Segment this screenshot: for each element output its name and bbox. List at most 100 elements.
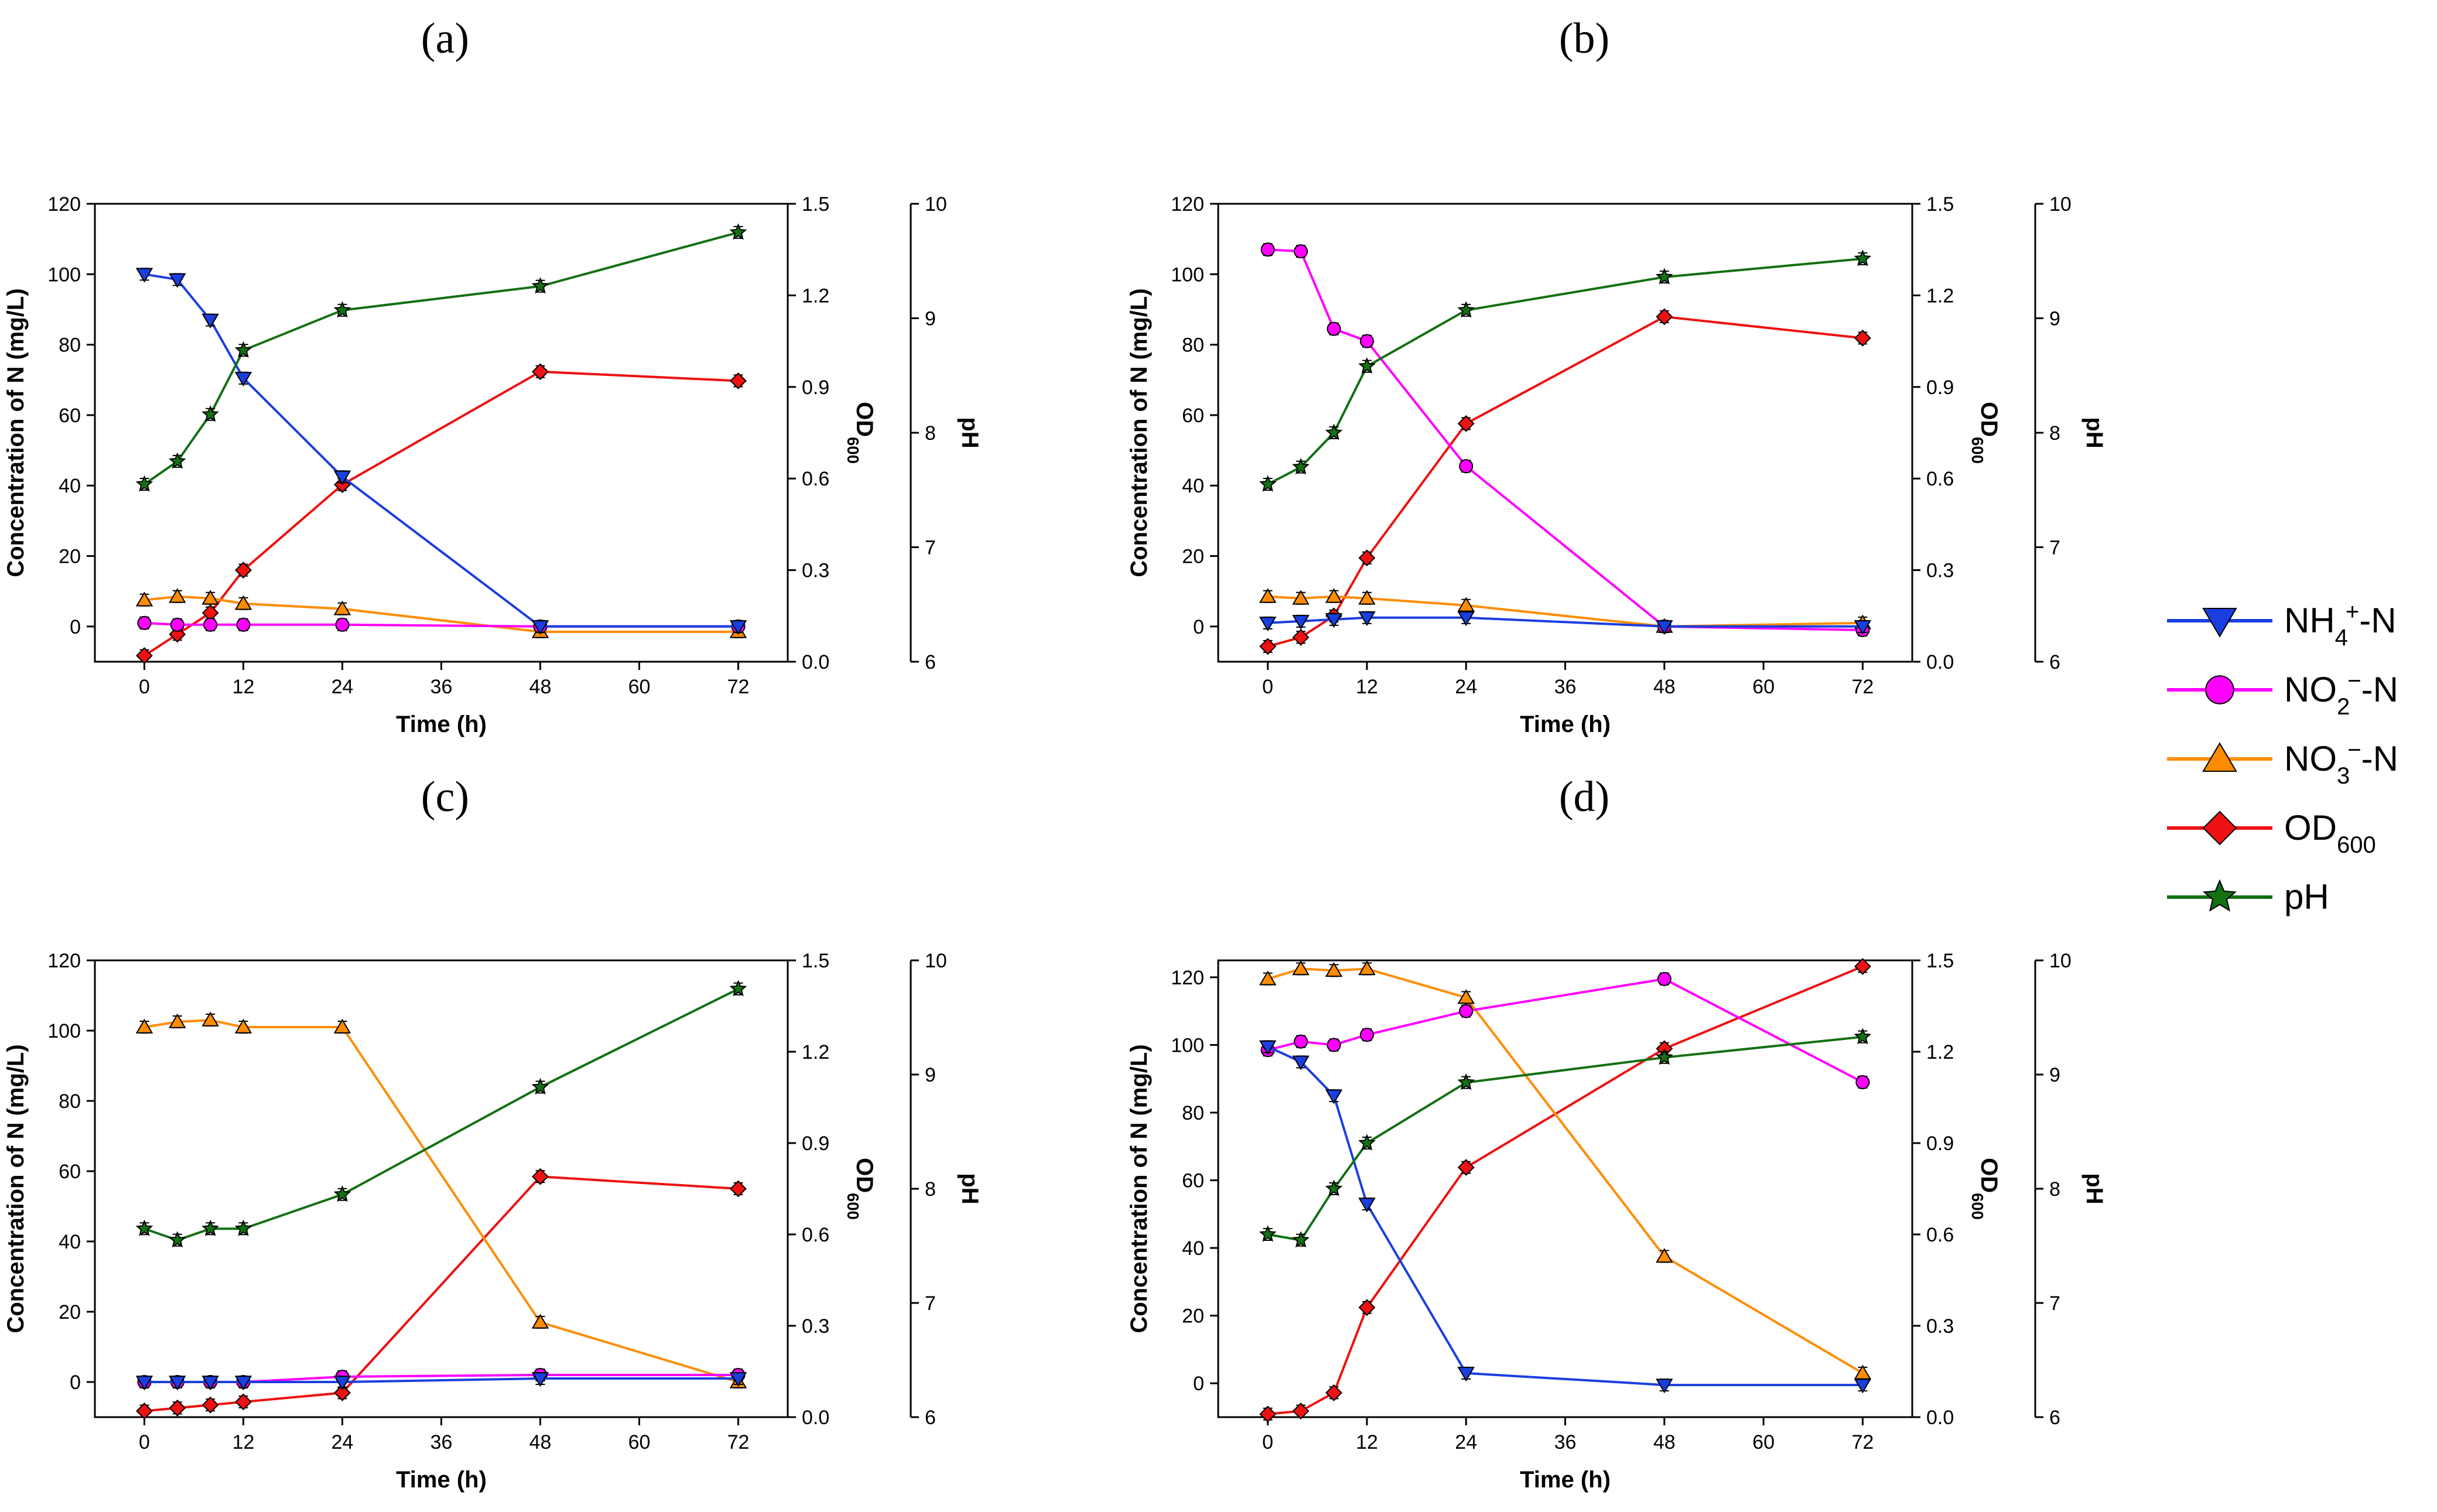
y-tick-label: 40: [1182, 475, 1204, 497]
x-tick-label: 72: [727, 1431, 750, 1453]
legend-item-no2: NO2−-N: [2167, 668, 2398, 720]
data-point-od: [1358, 549, 1376, 567]
data-point-no2: [203, 617, 218, 632]
ph-tick-label: 10: [925, 950, 947, 972]
data-point-od: [136, 647, 153, 664]
series-line-nh4: [144, 1377, 739, 1383]
legend-item-od: OD600: [2167, 808, 2376, 858]
od-tick-label: 0.9: [802, 377, 829, 399]
data-point-ph: [201, 1219, 219, 1236]
data-point-no2: [1327, 1038, 1341, 1052]
od-tick-label: 0.0: [1926, 1407, 1954, 1429]
series-line-no2: [1267, 977, 1864, 1083]
ph-tick-label: 7: [2049, 1292, 2060, 1315]
data-point-no3: [169, 1013, 186, 1028]
series-no2: [1260, 971, 1870, 1090]
data-point-ph: [1457, 301, 1475, 318]
data-point-od: [1259, 638, 1277, 655]
y-tick-label: 80: [59, 1090, 81, 1113]
od-tick-label: 0.6: [802, 1224, 829, 1246]
y-tick-label: 60: [59, 1161, 81, 1183]
data-point-od: [532, 1168, 549, 1185]
chart-panel-b: (b) 0 12 24 36 48 60 72 Time (h) 0 20 40 60 80 100 120 C…: [1126, 15, 2107, 737]
data-point-ph: [234, 1219, 252, 1236]
data-point-od: [532, 363, 549, 381]
ph-tick-label: 8: [925, 1178, 936, 1200]
od-axis-title: OD600: [845, 402, 878, 464]
series-nh4: [135, 1372, 747, 1391]
data-point-no3: [201, 590, 219, 605]
data-point-od: [1656, 308, 1673, 326]
data-point-no3: [1358, 590, 1376, 605]
data-point-nh4: [1854, 1378, 1872, 1394]
y-tick-label: 100: [1171, 1034, 1204, 1056]
x-tick-label: 72: [1851, 1431, 1874, 1453]
data-point-nh4: [234, 1376, 252, 1391]
series-od: [136, 363, 747, 664]
series-nh4: [1259, 1040, 1872, 1394]
y-tick-label: 120: [47, 193, 81, 215]
x-tick-label: 36: [1554, 676, 1577, 698]
x-axis-title: Time (h): [1520, 1467, 1611, 1493]
data-point-ph: [1292, 1231, 1310, 1248]
data-point-ph: [333, 301, 351, 318]
od-axis-title: OD600: [1969, 402, 2002, 464]
data-point-ph: [201, 405, 219, 422]
ph-tick-label: 9: [925, 308, 936, 330]
ph-tick-label: 8: [2049, 1178, 2060, 1200]
ph-tick-label: 6: [2049, 651, 2060, 673]
data-point-no3: [135, 591, 153, 607]
od-tick-label: 1.2: [802, 285, 829, 307]
od-tick-label: 1.2: [1926, 1041, 1954, 1063]
y-tick-label: 100: [47, 264, 81, 286]
data-point-ph: [1358, 357, 1376, 374]
od-tick-label: 0.3: [802, 1315, 829, 1337]
od-tick-label: 0.3: [1926, 560, 1954, 582]
series-nh4: [1259, 611, 1872, 635]
x-tick-label: 0: [139, 1431, 150, 1453]
data-point-nh4: [1358, 1198, 1376, 1213]
x-axis-title: Time (h): [396, 711, 487, 737]
x-tick-label: 60: [1752, 676, 1775, 698]
legend-item-ph: pH: [2167, 877, 2329, 916]
y-tick-label: 100: [47, 1020, 81, 1042]
series-line-ph: [143, 988, 739, 1241]
data-point-nh4: [729, 620, 747, 635]
x-tick-label: 12: [1356, 676, 1378, 698]
x-tick-label: 0: [1262, 1431, 1273, 1453]
data-point-no2: [1657, 971, 1672, 986]
x-tick-label: 48: [529, 676, 552, 698]
series-ph: [135, 223, 747, 492]
od-tick-label: 1.5: [1926, 950, 1954, 972]
data-point-no3: [135, 1018, 153, 1034]
y-tick-label: 20: [1182, 1305, 1204, 1328]
data-point-od: [235, 562, 252, 579]
data-point-ph: [1259, 475, 1277, 492]
data-point-nh4: [531, 1372, 549, 1387]
data-point-no2: [1294, 1034, 1308, 1049]
x-tick-label: 12: [233, 1431, 255, 1453]
od-tick-label: 0.0: [802, 1407, 829, 1429]
y-tick-label: 20: [59, 1301, 81, 1323]
y-tick-label: 120: [47, 950, 81, 972]
data-point-nh4: [169, 273, 186, 288]
data-point-ph: [1457, 1073, 1475, 1090]
data-point-od: [1292, 1402, 1310, 1420]
od-tick-label: 1.2: [802, 1041, 829, 1063]
data-point-no3: [531, 1313, 549, 1329]
data-point-no3: [1325, 588, 1343, 603]
data-point-ph: [1259, 1225, 1277, 1242]
ph-axis-title: pH: [957, 417, 983, 448]
data-point-od: [1854, 957, 1871, 975]
data-point-ph: [1854, 249, 1872, 266]
series-od: [136, 1168, 747, 1420]
ph-axis-title: pH: [2081, 417, 2107, 448]
y-axis-title: Concentration of N (mg/L): [1126, 1044, 1152, 1333]
legend-label: NO2−-N: [2284, 668, 2398, 720]
x-tick-label: 24: [331, 676, 354, 698]
y-tick-label: 40: [59, 475, 81, 497]
data-point-no3: [1292, 960, 1310, 976]
series-no2: [137, 615, 746, 634]
data-point-od: [169, 1399, 186, 1417]
